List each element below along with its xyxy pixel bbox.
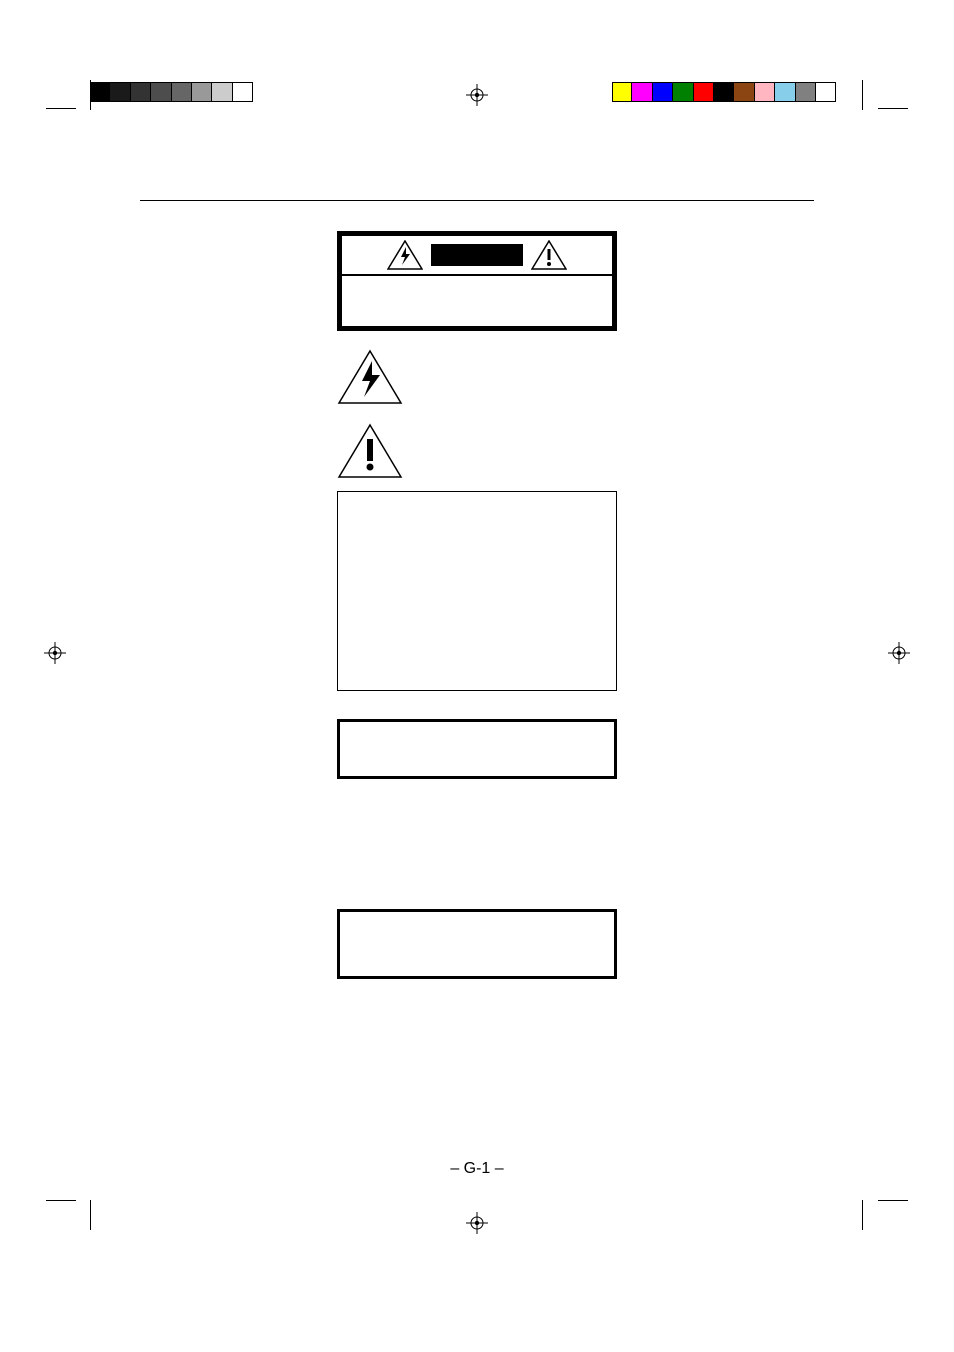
exclaim-triangle-icon xyxy=(337,423,403,479)
warning-box-2 xyxy=(337,909,617,979)
page-number: – G-1 – xyxy=(0,1160,954,1178)
swatch xyxy=(151,82,171,102)
caution-box xyxy=(337,231,617,331)
crop-mark xyxy=(46,108,76,109)
swatch xyxy=(694,82,714,102)
caution-box-body xyxy=(342,274,612,326)
swatch xyxy=(755,82,775,102)
swatch xyxy=(612,82,632,102)
shock-triangle-icon xyxy=(387,240,423,270)
swatch xyxy=(714,82,734,102)
content-frame xyxy=(140,200,814,1039)
swatch xyxy=(775,82,795,102)
swatch xyxy=(233,82,253,102)
swatch xyxy=(90,82,110,102)
crop-mark xyxy=(878,1200,908,1201)
caution-label-bar xyxy=(431,244,523,266)
swatch xyxy=(653,82,673,102)
swatch xyxy=(734,82,754,102)
swatch xyxy=(673,82,693,102)
color-swatch-bar xyxy=(612,82,837,102)
swatch xyxy=(212,82,232,102)
registration-target-icon xyxy=(466,84,488,106)
crop-mark xyxy=(862,80,863,110)
exclaim-triangle-icon xyxy=(531,240,567,270)
note-box xyxy=(337,491,617,691)
registration-target-icon xyxy=(888,642,910,664)
crop-mark xyxy=(878,108,908,109)
warning-box-1 xyxy=(337,719,617,779)
shock-triangle-icon xyxy=(337,349,403,405)
shock-warning-row xyxy=(337,349,617,405)
swatch xyxy=(816,82,836,102)
swatch xyxy=(131,82,151,102)
swatch xyxy=(110,82,130,102)
swatch xyxy=(192,82,212,102)
caution-box-header xyxy=(342,236,612,274)
registration-target-icon xyxy=(466,1212,488,1234)
crop-mark xyxy=(90,1200,91,1230)
crop-mark xyxy=(46,1200,76,1201)
crop-mark xyxy=(862,1200,863,1230)
exclaim-warning-row xyxy=(337,423,617,479)
swatch xyxy=(796,82,816,102)
grayscale-swatch-bar xyxy=(90,82,255,102)
center-column xyxy=(337,231,617,979)
registration-target-icon xyxy=(44,642,66,664)
page: – G-1 – xyxy=(0,0,954,1352)
swatch xyxy=(632,82,652,102)
swatch xyxy=(172,82,192,102)
